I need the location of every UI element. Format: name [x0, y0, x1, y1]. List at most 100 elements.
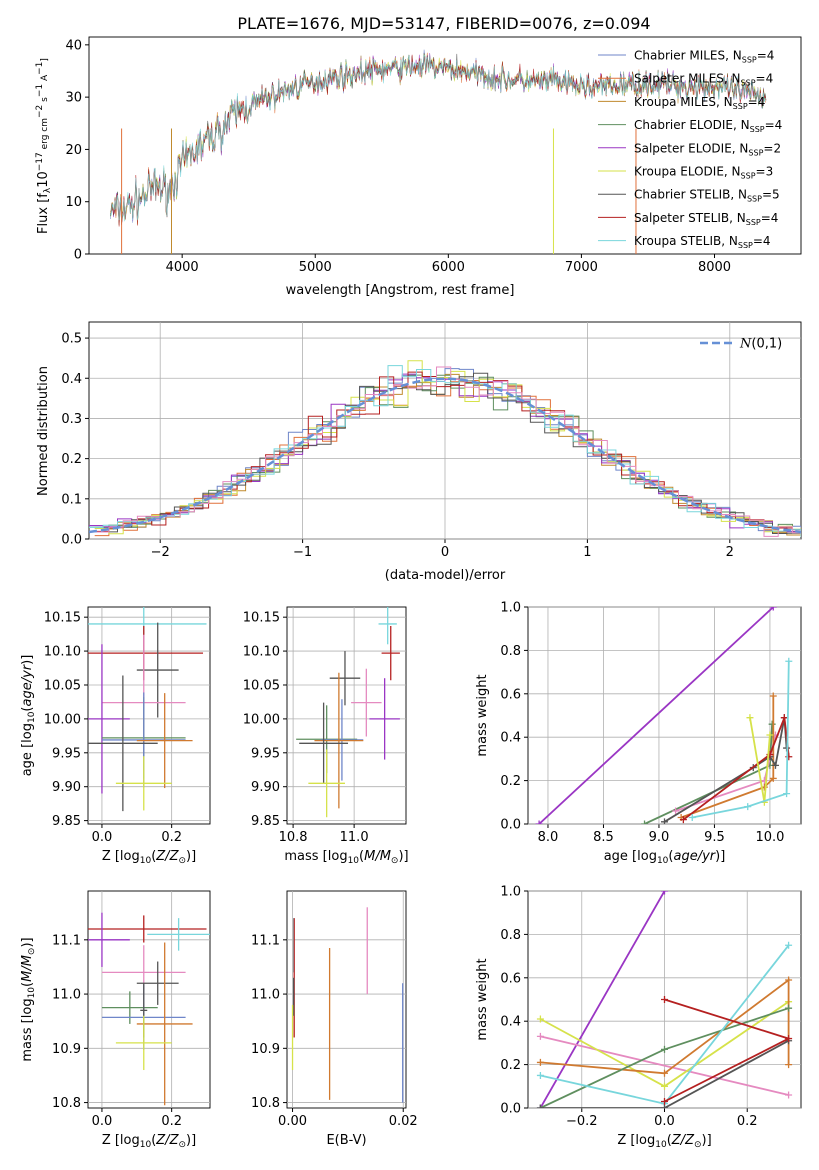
label-part: 10 — [27, 987, 37, 999]
legend-label: Salpeter MILES, N — [634, 72, 741, 86]
legend-suffix: =4 — [756, 72, 774, 86]
label-part: ⊙ — [694, 1140, 702, 1150]
label-part: 10 — [348, 856, 360, 866]
mass_vs_Z-ylabel: mass [log10(M/M⊙)] — [20, 937, 37, 1061]
label-part: Z [log — [617, 1133, 655, 1148]
label-part: Z [log — [102, 849, 140, 864]
weight-marker — [768, 720, 776, 728]
x-tick-label: 9.0 — [649, 830, 670, 845]
weight-series-6 — [540, 1039, 790, 1108]
hist-series-0 — [89, 368, 801, 537]
weight-marker — [536, 1058, 544, 1066]
axes-frame — [87, 606, 211, 825]
age_vs_mass-panel: 10.8 11.0 9.85 9.90 9.95 10.00 10.05 10.10 10.15… — [243, 606, 409, 866]
y-tick-label: 0.8 — [500, 928, 521, 943]
weight-marker — [783, 790, 791, 798]
label-part: age/yr — [20, 663, 35, 706]
legend-label: Kroupa ELODIE, N — [634, 165, 741, 179]
hist-series-3 — [94, 374, 801, 532]
label-part: ⊙ — [178, 1140, 186, 1150]
y-tick-label: 0.0 — [500, 1102, 521, 1117]
weight-series-7 — [692, 661, 790, 819]
weight-marker — [661, 1104, 668, 1108]
y-tick-label: 0.8 — [500, 644, 521, 659]
weight-marker — [769, 607, 777, 611]
legend-args: (0,1) — [751, 337, 782, 352]
y-tick-label: 0.2 — [500, 1058, 521, 1073]
weight-marker — [785, 1035, 793, 1043]
y-tick-label: 0.6 — [500, 971, 521, 986]
label-part: M/M — [20, 955, 35, 982]
y-tick-label: 9.95 — [251, 746, 280, 761]
legend-sub: SSP — [738, 241, 753, 250]
y-tick-label: 0.4 — [61, 372, 82, 387]
errorbar-points — [296, 607, 400, 818]
y-tick-label: 11.0 — [251, 988, 280, 1003]
weight-marker — [785, 941, 793, 949]
label-part: Flux [f — [36, 193, 51, 234]
legend-sub: SSP — [741, 79, 756, 88]
hist-ylabel: Normed distribution — [36, 366, 51, 496]
spectrum-lines — [110, 49, 767, 254]
legend-label: Chabrier ELODIE, N — [634, 118, 750, 132]
weight_vs_age-xlabel: age [log10(age/yr)] — [604, 849, 726, 866]
weight_vs_age-panel: 8.0 8.5 9.0 9.5 10.0 0.0 0.2 0.4 0.6 0.8 1.0 age [l… — [475, 601, 802, 866]
axes-frame — [286, 606, 407, 825]
label-part: )] — [715, 849, 725, 864]
x-tick-label: 4000 — [166, 260, 199, 275]
x-tick-label: 0.02 — [389, 1114, 418, 1129]
weight-marker — [679, 816, 687, 824]
legend-label: Salpeter STELIB, N — [634, 211, 746, 225]
weight-marker — [661, 1097, 668, 1105]
weight-marker — [661, 891, 668, 895]
spectrum-xlabel: wavelength [Angstrom, rest frame] — [286, 283, 515, 298]
weight-marker — [785, 1061, 793, 1069]
label-part: )] — [20, 655, 35, 665]
y-tick-label: 0.4 — [500, 1015, 521, 1030]
weight-marker — [771, 761, 779, 769]
x-tick-label: 0.2 — [161, 1114, 182, 1129]
x-tick-label: 0.2 — [737, 1114, 758, 1129]
label-part: mass [log — [20, 998, 35, 1061]
label-part: )] — [20, 937, 35, 947]
label-part: ( — [668, 849, 673, 864]
label-part: ( — [20, 707, 35, 712]
label-part: 10 — [657, 856, 669, 866]
label-part: Z/Z — [155, 849, 179, 864]
y-tick-label: 0 — [74, 248, 82, 263]
y-tick-label: 0.0 — [500, 818, 521, 833]
label-part: ] — [40, 58, 50, 62]
weight-marker — [785, 1004, 793, 1012]
label-part: )] — [186, 849, 196, 864]
y-tick-label: 40 — [65, 38, 82, 53]
histogram-panel: −2 −1 0 1 2 0.0 0.1 0.2 0.3 0.4 0.5 N(0,1) (data-mod… — [36, 321, 802, 583]
x-tick-label: 0.00 — [278, 1114, 307, 1129]
y-tick-label: 0.3 — [61, 412, 82, 427]
legend-suffix: =4 — [753, 234, 771, 248]
x-tick-label: 8000 — [698, 260, 731, 275]
label-part: )] — [702, 1133, 712, 1148]
y-tick-label: 10.9 — [52, 1042, 81, 1057]
weight-marker — [536, 1032, 544, 1040]
age_vs_mass-xlabel: mass [log10(M/M⊙)] — [284, 849, 408, 866]
legend-suffix: =3 — [756, 165, 774, 179]
hist-series-2 — [89, 373, 801, 536]
hist-series-8 — [89, 365, 801, 537]
y-tick-label: 0.1 — [61, 492, 82, 507]
y-tick-label: 10.15 — [44, 611, 81, 626]
weight-marker — [661, 818, 668, 824]
y-tick-label: 0.6 — [500, 687, 521, 702]
y-tick-label: 10.05 — [44, 678, 81, 693]
hist-steps — [89, 360, 801, 537]
label-part: Z [log — [102, 1133, 140, 1148]
x-tick-label: 10.0 — [755, 830, 784, 845]
x-tick-label: 0 — [441, 545, 449, 560]
x-tick-label: 2 — [726, 545, 734, 560]
legend-suffix: =5 — [762, 188, 780, 202]
x-tick-label: 0.0 — [92, 830, 113, 845]
x-tick-label: −0.2 — [566, 1114, 598, 1129]
errorbar-points — [88, 607, 207, 812]
weight_vs_Z-xlabel: Z [log10(Z/Z⊙)] — [617, 1133, 711, 1150]
x-tick-label: −2 — [151, 545, 170, 560]
